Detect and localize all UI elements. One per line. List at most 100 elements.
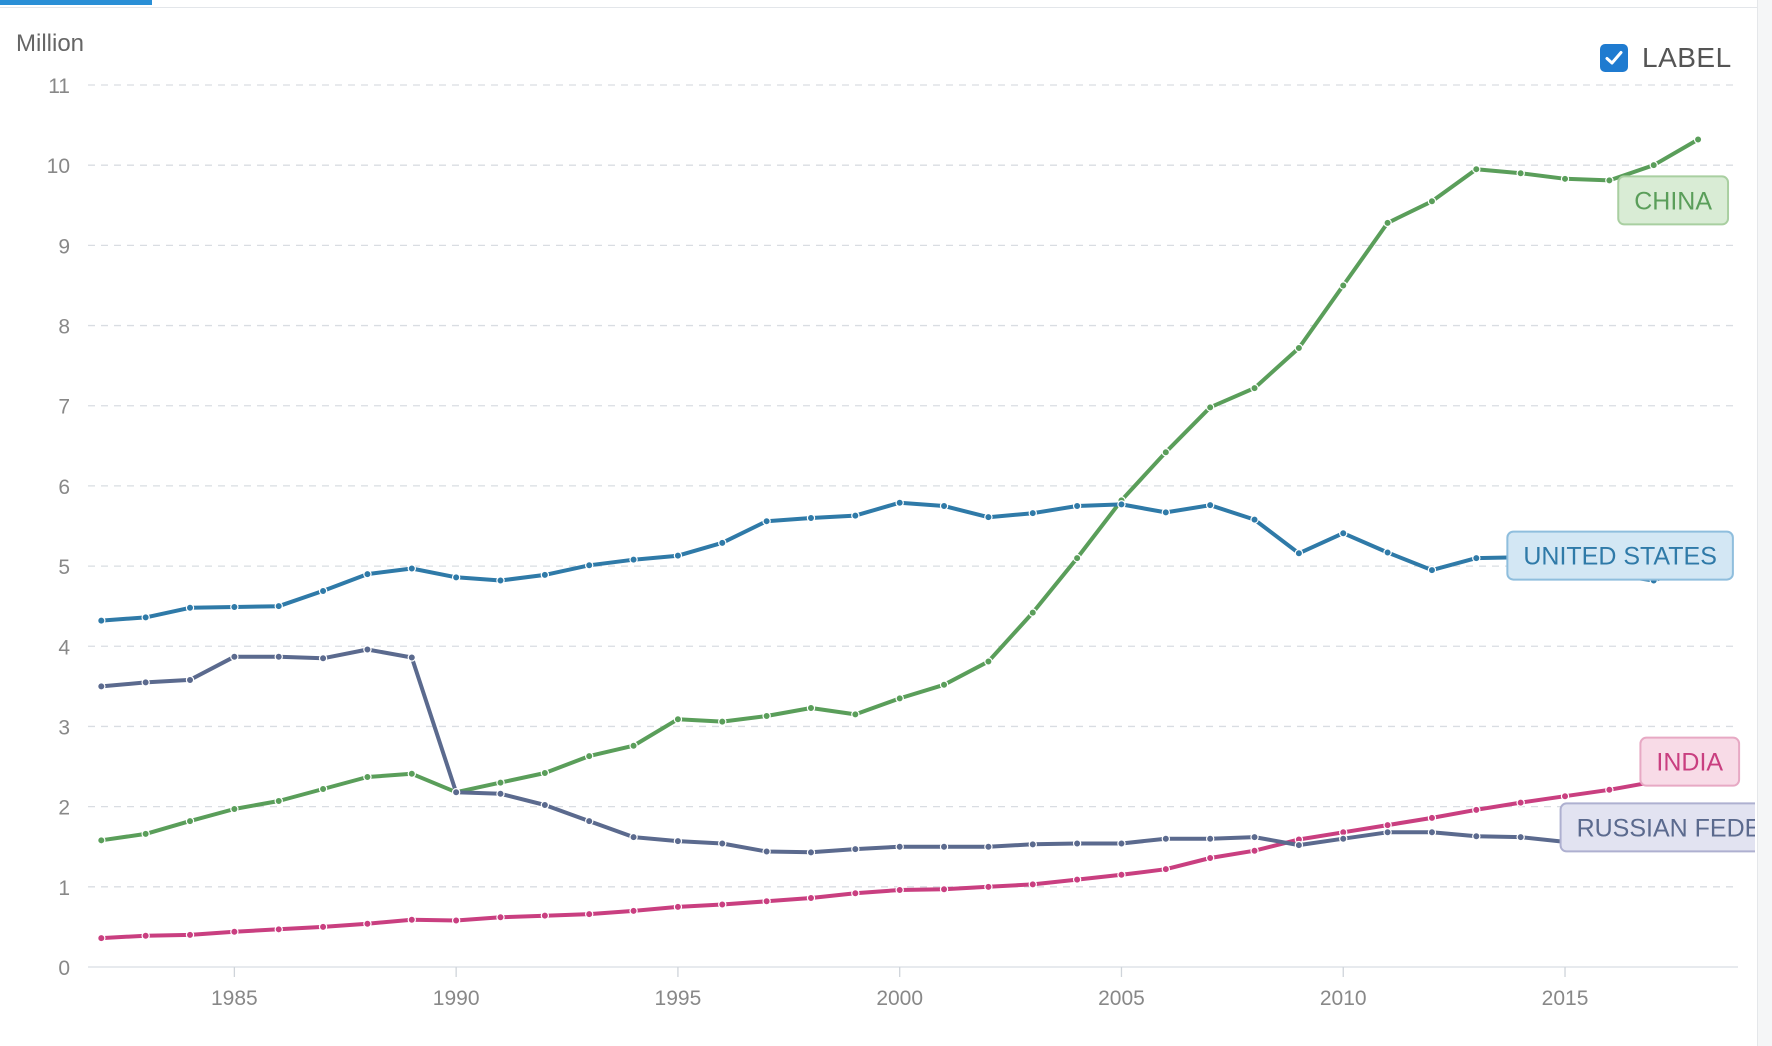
data-point[interactable] bbox=[407, 769, 416, 778]
data-point[interactable] bbox=[1649, 160, 1658, 170]
data-point[interactable] bbox=[1516, 168, 1525, 178]
data-point[interactable] bbox=[718, 717, 727, 726]
data-point[interactable] bbox=[1250, 846, 1259, 855]
data-point[interactable] bbox=[939, 501, 949, 511]
data-point[interactable] bbox=[806, 513, 816, 523]
data-point[interactable] bbox=[1072, 875, 1082, 884]
data-point[interactable] bbox=[1472, 805, 1481, 815]
data-point[interactable] bbox=[540, 570, 550, 580]
data-point[interactable] bbox=[407, 915, 416, 924]
data-point[interactable] bbox=[1161, 448, 1171, 457]
data-point[interactable] bbox=[1427, 828, 1437, 837]
series-line-china[interactable] bbox=[99, 137, 1701, 843]
data-point[interactable] bbox=[97, 836, 106, 845]
series-line-india[interactable] bbox=[99, 768, 1701, 941]
data-point[interactable] bbox=[1161, 864, 1171, 874]
data-point[interactable] bbox=[363, 569, 372, 579]
data-point[interactable] bbox=[274, 925, 283, 934]
data-point[interactable] bbox=[318, 922, 328, 932]
data-point[interactable] bbox=[1339, 529, 1348, 538]
data-point[interactable] bbox=[851, 844, 860, 854]
series-line-russian-federation[interactable] bbox=[99, 647, 1701, 855]
data-point[interactable] bbox=[1472, 553, 1481, 563]
data-point[interactable] bbox=[762, 516, 771, 526]
data-point[interactable] bbox=[1560, 792, 1570, 801]
data-point[interactable] bbox=[407, 564, 416, 573]
data-point[interactable] bbox=[1472, 164, 1481, 174]
data-point[interactable] bbox=[585, 909, 594, 919]
data-point[interactable] bbox=[1028, 608, 1037, 617]
data-point[interactable] bbox=[851, 511, 860, 520]
data-point[interactable] bbox=[496, 913, 505, 922]
data-point[interactable] bbox=[274, 652, 283, 661]
data-point[interactable] bbox=[1205, 834, 1215, 843]
data-point[interactable] bbox=[318, 586, 328, 596]
data-point[interactable] bbox=[1560, 174, 1570, 184]
data-point[interactable] bbox=[718, 900, 727, 909]
data-point[interactable] bbox=[496, 576, 505, 585]
data-point[interactable] bbox=[1383, 548, 1392, 557]
data-point[interactable] bbox=[363, 919, 372, 928]
vertical-scrollbar[interactable] bbox=[1757, 0, 1772, 1046]
data-point[interactable] bbox=[629, 906, 638, 916]
data-point[interactable] bbox=[585, 751, 594, 761]
data-point[interactable] bbox=[629, 741, 638, 750]
data-point[interactable] bbox=[1117, 839, 1126, 848]
data-point[interactable] bbox=[407, 653, 416, 662]
data-point[interactable] bbox=[1383, 828, 1392, 837]
data-point[interactable] bbox=[1117, 870, 1126, 879]
data-point[interactable] bbox=[762, 847, 771, 856]
data-point[interactable] bbox=[673, 551, 683, 560]
data-point[interactable] bbox=[1250, 383, 1259, 393]
data-point[interactable] bbox=[1427, 565, 1437, 575]
data-point[interactable] bbox=[939, 842, 949, 851]
data-point[interactable] bbox=[363, 645, 372, 654]
data-point[interactable] bbox=[1383, 218, 1392, 228]
data-point[interactable] bbox=[185, 675, 195, 685]
data-point[interactable] bbox=[1117, 500, 1126, 509]
data-point[interactable] bbox=[451, 573, 461, 582]
data-point[interactable] bbox=[141, 931, 150, 940]
data-point[interactable] bbox=[673, 902, 683, 912]
data-point[interactable] bbox=[230, 652, 239, 661]
data-point[interactable] bbox=[318, 654, 328, 663]
data-point[interactable] bbox=[895, 694, 904, 703]
data-point[interactable] bbox=[1072, 501, 1082, 511]
data-point[interactable] bbox=[984, 512, 993, 522]
label-checkbox[interactable] bbox=[1600, 44, 1628, 72]
data-point[interactable] bbox=[185, 603, 195, 612]
data-point[interactable] bbox=[1294, 840, 1304, 850]
data-point[interactable] bbox=[673, 836, 683, 846]
data-point[interactable] bbox=[97, 616, 106, 625]
data-point[interactable] bbox=[762, 711, 771, 721]
data-point[interactable] bbox=[673, 715, 683, 724]
data-point[interactable] bbox=[806, 703, 816, 713]
data-point[interactable] bbox=[363, 772, 372, 782]
data-point[interactable] bbox=[1205, 853, 1215, 863]
data-point[interactable] bbox=[585, 561, 594, 570]
label-toggle[interactable]: LABEL bbox=[1600, 40, 1732, 76]
data-point[interactable] bbox=[762, 897, 771, 906]
data-point[interactable] bbox=[1516, 798, 1525, 807]
data-point[interactable] bbox=[185, 816, 195, 826]
data-point[interactable] bbox=[1339, 281, 1348, 290]
data-point[interactable] bbox=[806, 893, 816, 903]
data-point[interactable] bbox=[1028, 508, 1037, 518]
data-point[interactable] bbox=[185, 930, 195, 940]
data-point[interactable] bbox=[1205, 500, 1215, 510]
data-point[interactable] bbox=[629, 832, 638, 842]
data-point[interactable] bbox=[895, 885, 904, 895]
data-point[interactable] bbox=[141, 678, 150, 687]
data-point[interactable] bbox=[141, 829, 150, 839]
data-point[interactable] bbox=[451, 916, 461, 925]
data-point[interactable] bbox=[274, 796, 283, 806]
data-point[interactable] bbox=[230, 602, 239, 612]
series-line-united-states[interactable] bbox=[99, 500, 1701, 623]
data-point[interactable] bbox=[851, 710, 860, 719]
data-point[interactable] bbox=[1472, 832, 1481, 841]
data-point[interactable] bbox=[496, 789, 505, 799]
data-point[interactable] bbox=[1339, 834, 1348, 843]
data-point[interactable] bbox=[1294, 549, 1304, 558]
data-point[interactable] bbox=[1250, 832, 1259, 842]
data-point[interactable] bbox=[1161, 508, 1171, 517]
